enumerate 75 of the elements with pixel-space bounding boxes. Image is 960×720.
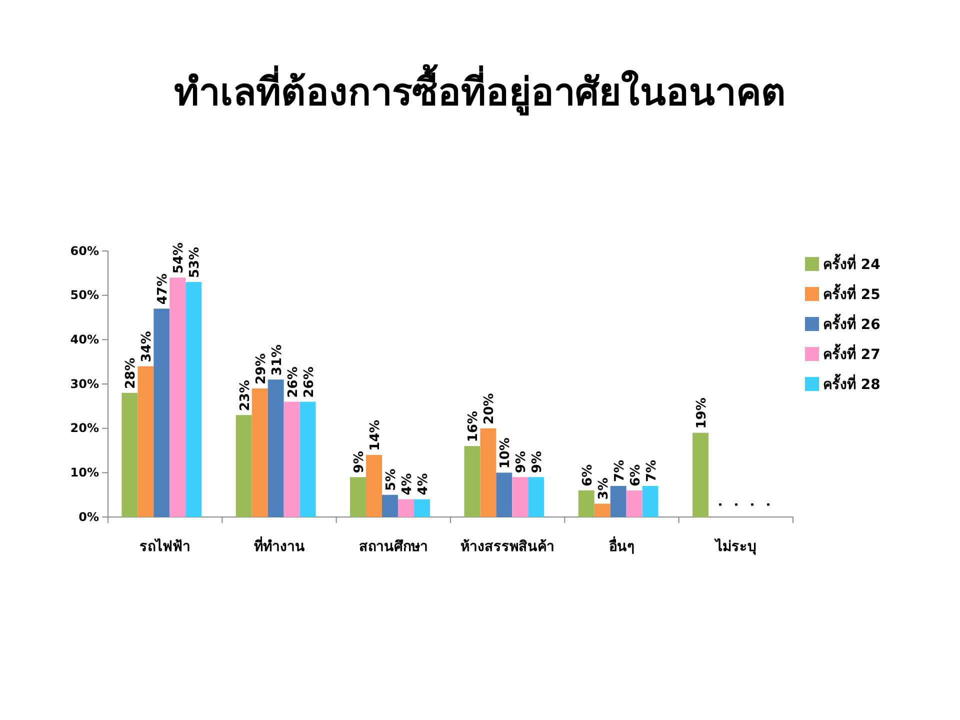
data-label: 4% <box>400 473 415 496</box>
data-label: 28% <box>124 358 139 389</box>
bar <box>626 490 642 517</box>
y-tick-label: 30% <box>70 376 99 391</box>
text: . <box>710 502 726 507</box>
bar <box>464 446 480 517</box>
data-label: 19% <box>694 398 710 429</box>
x-tick-label: รถไฟฟ้า <box>140 536 191 555</box>
bar <box>398 499 414 517</box>
x-tick-label: ห้างสรรพสินค้า <box>460 538 555 555</box>
data-label: 31% <box>270 344 285 376</box>
data-label: 20% <box>482 393 498 424</box>
text: . <box>758 502 774 507</box>
bar <box>496 472 512 517</box>
y-tick-label: 10% <box>70 466 99 480</box>
y-tick-label: 0% <box>78 510 99 524</box>
data-label: 34% <box>140 331 155 362</box>
text: . <box>726 502 742 507</box>
bar <box>692 432 709 517</box>
data-label: 29% <box>254 353 269 384</box>
x-tick-label: สถานศึกษา <box>358 538 428 555</box>
bar <box>578 490 594 517</box>
bar <box>170 278 186 517</box>
legend-label: ครั้งที่ 28 <box>823 373 880 393</box>
data-label: 54% <box>172 242 187 274</box>
data-label: 3% <box>596 478 612 500</box>
bar <box>122 392 138 517</box>
data-label: 9% <box>514 451 530 474</box>
bar <box>528 477 544 517</box>
bar <box>382 494 398 517</box>
bar <box>252 388 268 517</box>
data-label: 7% <box>612 460 628 482</box>
bar <box>480 428 496 517</box>
chart-title: ทำเลที่ต้องการซื้อที่อยู่อาศัยในอนาคต <box>174 64 786 116</box>
bar <box>642 486 658 517</box>
bar <box>138 366 154 517</box>
bar <box>594 504 610 517</box>
bar <box>268 380 284 517</box>
data-label: 14% <box>368 420 384 451</box>
y-tick-label: 60% <box>70 244 99 258</box>
bar <box>610 486 626 517</box>
x-tick-label: อื่นๆ <box>608 536 635 555</box>
bar <box>300 402 316 517</box>
data-label: 9% <box>352 451 368 474</box>
bar <box>236 415 252 517</box>
bar <box>154 308 170 517</box>
data-label: 26% <box>286 366 301 398</box>
x-tick-label: ไม่ระบุ <box>713 536 756 555</box>
data-label: 47% <box>156 274 171 305</box>
bar <box>350 477 366 517</box>
data-label: 6% <box>628 464 644 486</box>
data-label: 16% <box>466 410 482 442</box>
data-label: 9% <box>530 451 546 474</box>
text: . <box>742 502 758 507</box>
legend-label: ครั้งที่ 27 <box>823 343 880 363</box>
bar <box>284 402 300 517</box>
data-label: 4% <box>416 473 431 496</box>
data-label: 7% <box>644 460 660 482</box>
y-tick-label: 50% <box>70 288 99 302</box>
legend-label: ครั้งที่ 24 <box>823 253 881 273</box>
bar <box>414 499 430 517</box>
data-label: 5% <box>384 468 399 491</box>
legend-label: ครั้งที่ 26 <box>823 313 880 333</box>
data-label: 10% <box>498 438 514 469</box>
bar <box>366 454 382 517</box>
legend-label: ครั้งที่ 25 <box>823 283 880 303</box>
data-label: 6% <box>580 464 596 486</box>
bar <box>512 477 528 517</box>
data-label: 26% <box>302 366 317 398</box>
data-label: 23% <box>238 380 253 412</box>
x-tick-label: ที่ทำงาน <box>254 536 305 555</box>
data-label: 53% <box>188 246 203 278</box>
bar <box>186 282 202 517</box>
y-tick-label: 20% <box>70 421 99 436</box>
y-tick-label: 40% <box>70 332 99 347</box>
